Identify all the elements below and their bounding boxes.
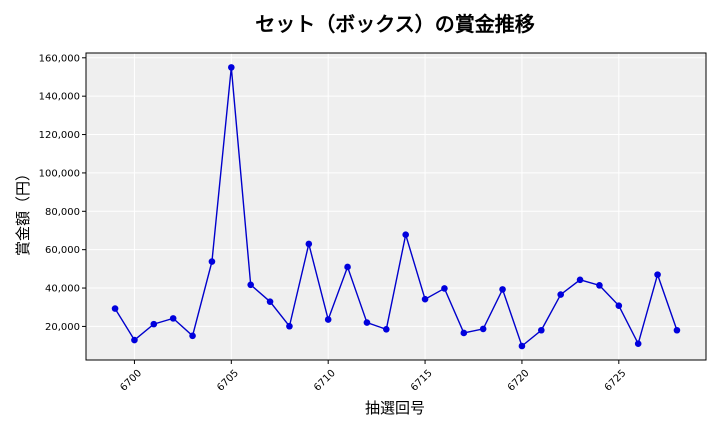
- data-point: [344, 263, 351, 271]
- data-point: [596, 282, 603, 289]
- data-point: [499, 286, 506, 293]
- data-point: [479, 325, 487, 333]
- data-point: [557, 291, 564, 298]
- data-point: [402, 231, 409, 239]
- y-tick-label: 40,000: [45, 284, 80, 295]
- data-point: [460, 329, 468, 337]
- plot-area: 20,000 40,000 60,000 80,000 100,000 120,000 14…: [39, 52, 707, 394]
- y-axis-label: 賞金額（円）: [14, 166, 32, 256]
- data-point: [421, 295, 429, 303]
- x-tick-label: 6705: [215, 368, 241, 394]
- y-tick-label: 160,000: [39, 53, 80, 64]
- data-point: [189, 332, 196, 340]
- data-point: [150, 320, 158, 328]
- x-tick-label: 6720: [506, 368, 532, 394]
- data-point: [324, 316, 332, 323]
- y-tick-label: 80,000: [45, 207, 80, 218]
- y-tick-label: 100,000: [39, 168, 80, 179]
- data-point: [518, 342, 526, 350]
- series-line: [114, 67, 678, 348]
- data-point: [169, 315, 177, 322]
- chart-title: セット（ボックス）の賞金推移: [255, 12, 534, 36]
- x-tick-label: 6700: [118, 368, 144, 394]
- data-point: [363, 319, 371, 326]
- data-point: [228, 64, 235, 71]
- data-point: [576, 276, 584, 284]
- data-point: [286, 322, 293, 330]
- data-point: [266, 298, 274, 305]
- y-tick-label: 120,000: [39, 130, 80, 141]
- y-tick-label: 140,000: [39, 92, 80, 103]
- data-point: [111, 305, 119, 312]
- data-point: [654, 271, 661, 278]
- data-point: [634, 340, 642, 347]
- x-tick-label: 6725: [603, 368, 629, 394]
- data-point: [673, 326, 681, 334]
- plot-frame: [85, 52, 707, 361]
- data-point: [615, 302, 623, 309]
- data-point: [131, 336, 138, 344]
- data-point: [383, 326, 390, 333]
- data-point: [305, 240, 313, 248]
- data-point: [538, 326, 545, 334]
- x-axis-label: 抽選回号: [365, 399, 425, 417]
- y-tick-label: 60,000: [45, 245, 80, 256]
- data-point: [208, 258, 216, 265]
- x-tick-label: 6715: [409, 368, 435, 394]
- data-point: [441, 285, 448, 292]
- plot-background: [86, 53, 706, 360]
- x-tick-label: 6710: [312, 368, 338, 394]
- y-tick-label: 20,000: [45, 322, 80, 333]
- data-point: [247, 281, 254, 289]
